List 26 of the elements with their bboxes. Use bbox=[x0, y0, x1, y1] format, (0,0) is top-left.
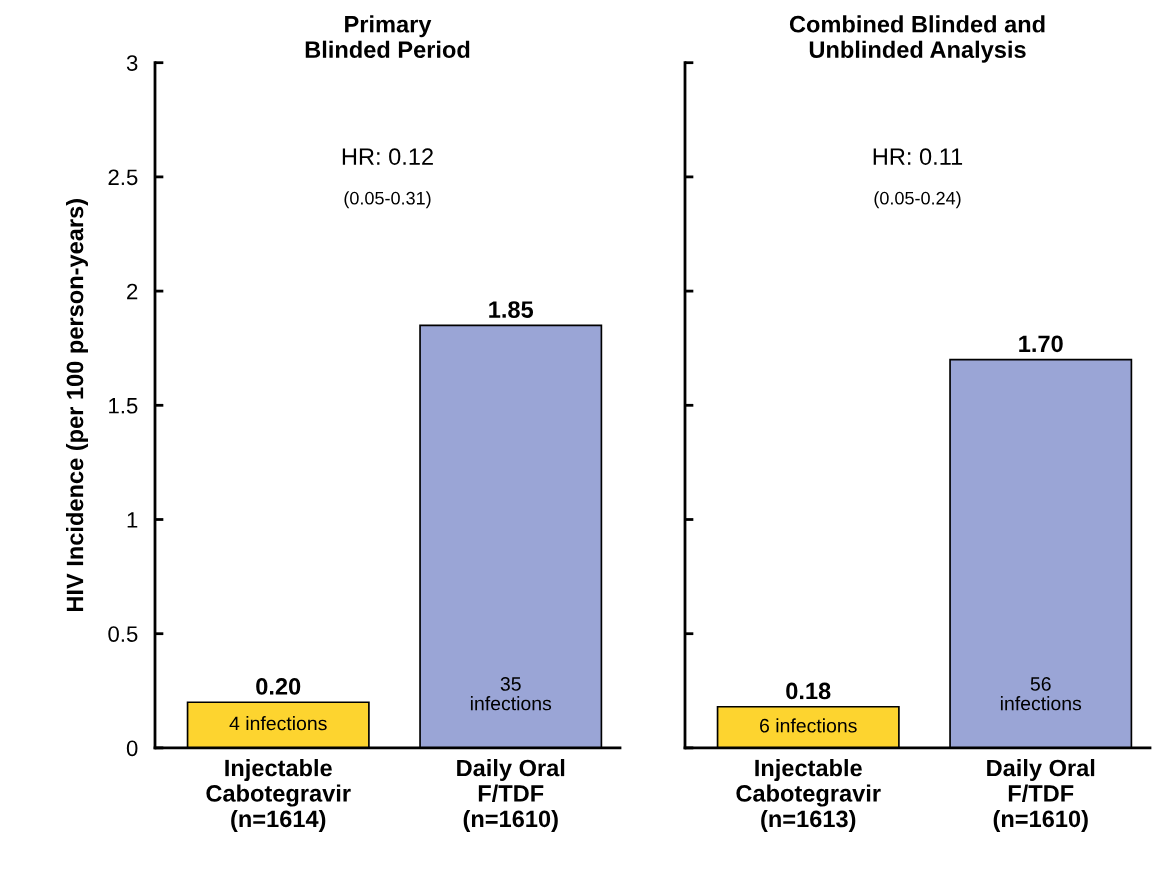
annotation: (0.05-0.31) bbox=[344, 191, 431, 209]
data-label: 1.85 bbox=[489, 301, 534, 318]
annotation: HR: 0.11 bbox=[873, 148, 963, 165]
chart-title: Primary Blinded Period bbox=[305, 15, 470, 59]
y-axis-title: HIV Incidence (per 100 person-years) bbox=[65, 199, 88, 612]
annotation: 56 infections bbox=[1000, 677, 1082, 711]
annotation: 6 infections bbox=[760, 718, 857, 733]
annotation: 35 infections bbox=[470, 677, 552, 711]
data-label: 1.70 bbox=[1019, 335, 1063, 353]
y-tick-label: 3 bbox=[126, 55, 138, 71]
data-label: 0.18 bbox=[786, 682, 831, 700]
chart-title: Combined Blinded and Unblinded Analysis bbox=[789, 15, 1045, 63]
annotation: (0.05-0.24) bbox=[874, 191, 961, 209]
y-tick-label: 2 bbox=[127, 283, 138, 300]
y-tick-label: 1 bbox=[127, 512, 138, 528]
annotation: HR: 0.12 bbox=[342, 148, 433, 165]
data-label: 0.20 bbox=[256, 678, 301, 695]
x-tick-label: Injectable Cabotegravir (n=1614) bbox=[206, 759, 351, 832]
x-tick-label: Injectable Cabotegravir (n=1613) bbox=[736, 759, 881, 832]
annotation: 4 infections bbox=[229, 716, 327, 731]
y-tick-label: 0 bbox=[126, 740, 138, 757]
y-tick-label: 1.5 bbox=[109, 398, 138, 414]
y-tick-label: 2.5 bbox=[108, 169, 138, 186]
y-tick-label: 0.5 bbox=[108, 626, 138, 642]
x-tick-label: Daily Oral F/TDF (n=1610) bbox=[987, 759, 1095, 832]
x-tick-label: Daily Oral F/TDF (n=1610) bbox=[457, 759, 565, 832]
